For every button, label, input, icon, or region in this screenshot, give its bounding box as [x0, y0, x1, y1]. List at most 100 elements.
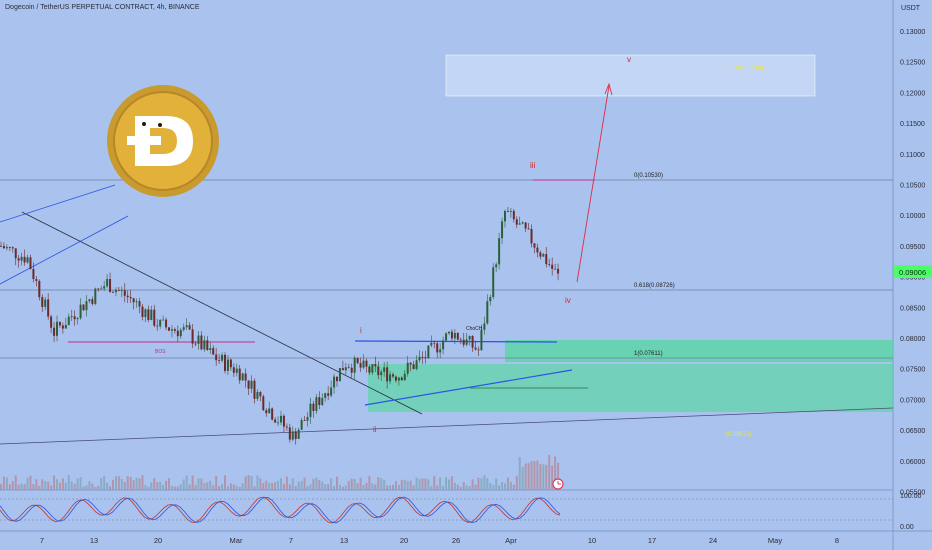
candle-body — [442, 340, 445, 350]
volume-bar — [265, 480, 268, 490]
candle-body — [50, 316, 53, 328]
volume-bar — [203, 482, 206, 490]
candle-body — [300, 420, 303, 430]
volume-bar — [153, 478, 156, 490]
volume-bar — [117, 476, 120, 490]
candle-body — [23, 256, 26, 263]
candle-body — [26, 257, 29, 263]
volume-bar — [188, 484, 191, 490]
price-tick: 0.07000 — [900, 397, 925, 404]
volume-bar — [303, 477, 306, 490]
candle-body — [501, 221, 504, 239]
volume-bar — [232, 484, 235, 490]
volume-bar — [297, 481, 300, 490]
volume-bar — [280, 478, 282, 490]
oscillator-tick: 100.00 — [900, 493, 922, 500]
candle-body — [0, 245, 2, 247]
candle-body — [20, 256, 23, 261]
volume-bar — [112, 479, 114, 490]
volume-bar — [64, 482, 67, 490]
time-tick: 10 — [588, 536, 596, 545]
price-tick: 0.08000 — [900, 336, 925, 343]
volume-bar — [282, 483, 285, 490]
candle-body — [433, 342, 436, 344]
volume-bar — [73, 483, 76, 490]
candle-body — [383, 367, 386, 372]
volume-bar — [539, 463, 542, 490]
volume-bar — [489, 482, 492, 490]
volume-bar — [330, 478, 333, 490]
volume-bar — [44, 481, 47, 490]
volume-bar — [215, 475, 218, 490]
candle-body — [504, 210, 506, 222]
candle-body — [545, 254, 548, 265]
volume-bar — [11, 481, 14, 490]
candle-body — [347, 367, 350, 369]
candle-body — [67, 316, 70, 325]
candle-body — [297, 429, 300, 439]
candle-body — [206, 340, 209, 350]
candle-body — [182, 327, 185, 330]
candle-body — [406, 362, 409, 374]
volume-bar — [109, 486, 112, 490]
volume-bar — [29, 475, 32, 490]
volume-bar — [392, 485, 394, 490]
candle-body — [377, 366, 380, 376]
candle-body — [336, 376, 338, 382]
candle-body — [430, 342, 433, 346]
volume-bar — [530, 461, 533, 490]
candle-body — [397, 377, 400, 381]
candle-body — [392, 374, 394, 377]
demand-zone-lower — [368, 364, 893, 412]
volume-bar — [365, 482, 368, 490]
price-tick: 0.13000 — [900, 29, 925, 36]
volume-bar — [418, 479, 421, 490]
volume-bar — [274, 482, 277, 490]
candle-body — [327, 393, 330, 396]
candle-body — [64, 324, 67, 329]
volume-bar — [527, 463, 530, 490]
volume-bar — [5, 477, 8, 490]
candle-body — [221, 354, 224, 361]
volume-bar — [321, 481, 324, 490]
volume-bar — [371, 483, 374, 490]
volume-bar — [238, 486, 241, 490]
time-tick: 7 — [40, 536, 44, 545]
candle-body — [277, 422, 280, 424]
candle-body — [427, 345, 430, 359]
volume-bar — [509, 481, 512, 490]
candle-body — [409, 362, 412, 365]
volume-bar — [394, 481, 397, 490]
candle-body — [61, 325, 64, 329]
volume-bar — [557, 462, 560, 490]
wave-iv-label: iv — [565, 296, 571, 305]
volume-bar — [456, 484, 459, 490]
volume-bar — [221, 484, 224, 490]
candle-body — [536, 247, 539, 253]
candle-body — [156, 325, 159, 327]
candle-body — [209, 348, 212, 350]
candle-body — [471, 336, 474, 348]
candle-body — [344, 367, 347, 371]
volume-bar — [285, 476, 288, 490]
alert-icon[interactable] — [552, 478, 564, 490]
candle-body — [303, 420, 306, 421]
svg-text:0.09006: 0.09006 — [899, 268, 926, 277]
volume-bar — [85, 485, 88, 490]
volume-bar — [256, 475, 259, 490]
volume-bar — [79, 477, 82, 490]
volume-bar — [545, 464, 548, 490]
volume-bar — [100, 477, 103, 490]
candle-body — [350, 367, 353, 373]
candle-body — [197, 335, 200, 344]
volume-bar — [218, 485, 221, 490]
volume-bar — [400, 479, 403, 490]
volume-bar — [359, 477, 362, 490]
candle-body — [333, 376, 336, 388]
candle-body — [5, 247, 8, 249]
volume-bar — [114, 476, 117, 490]
target-zone — [445, 54, 816, 97]
candle-body — [324, 393, 327, 398]
candle-body — [280, 415, 282, 423]
